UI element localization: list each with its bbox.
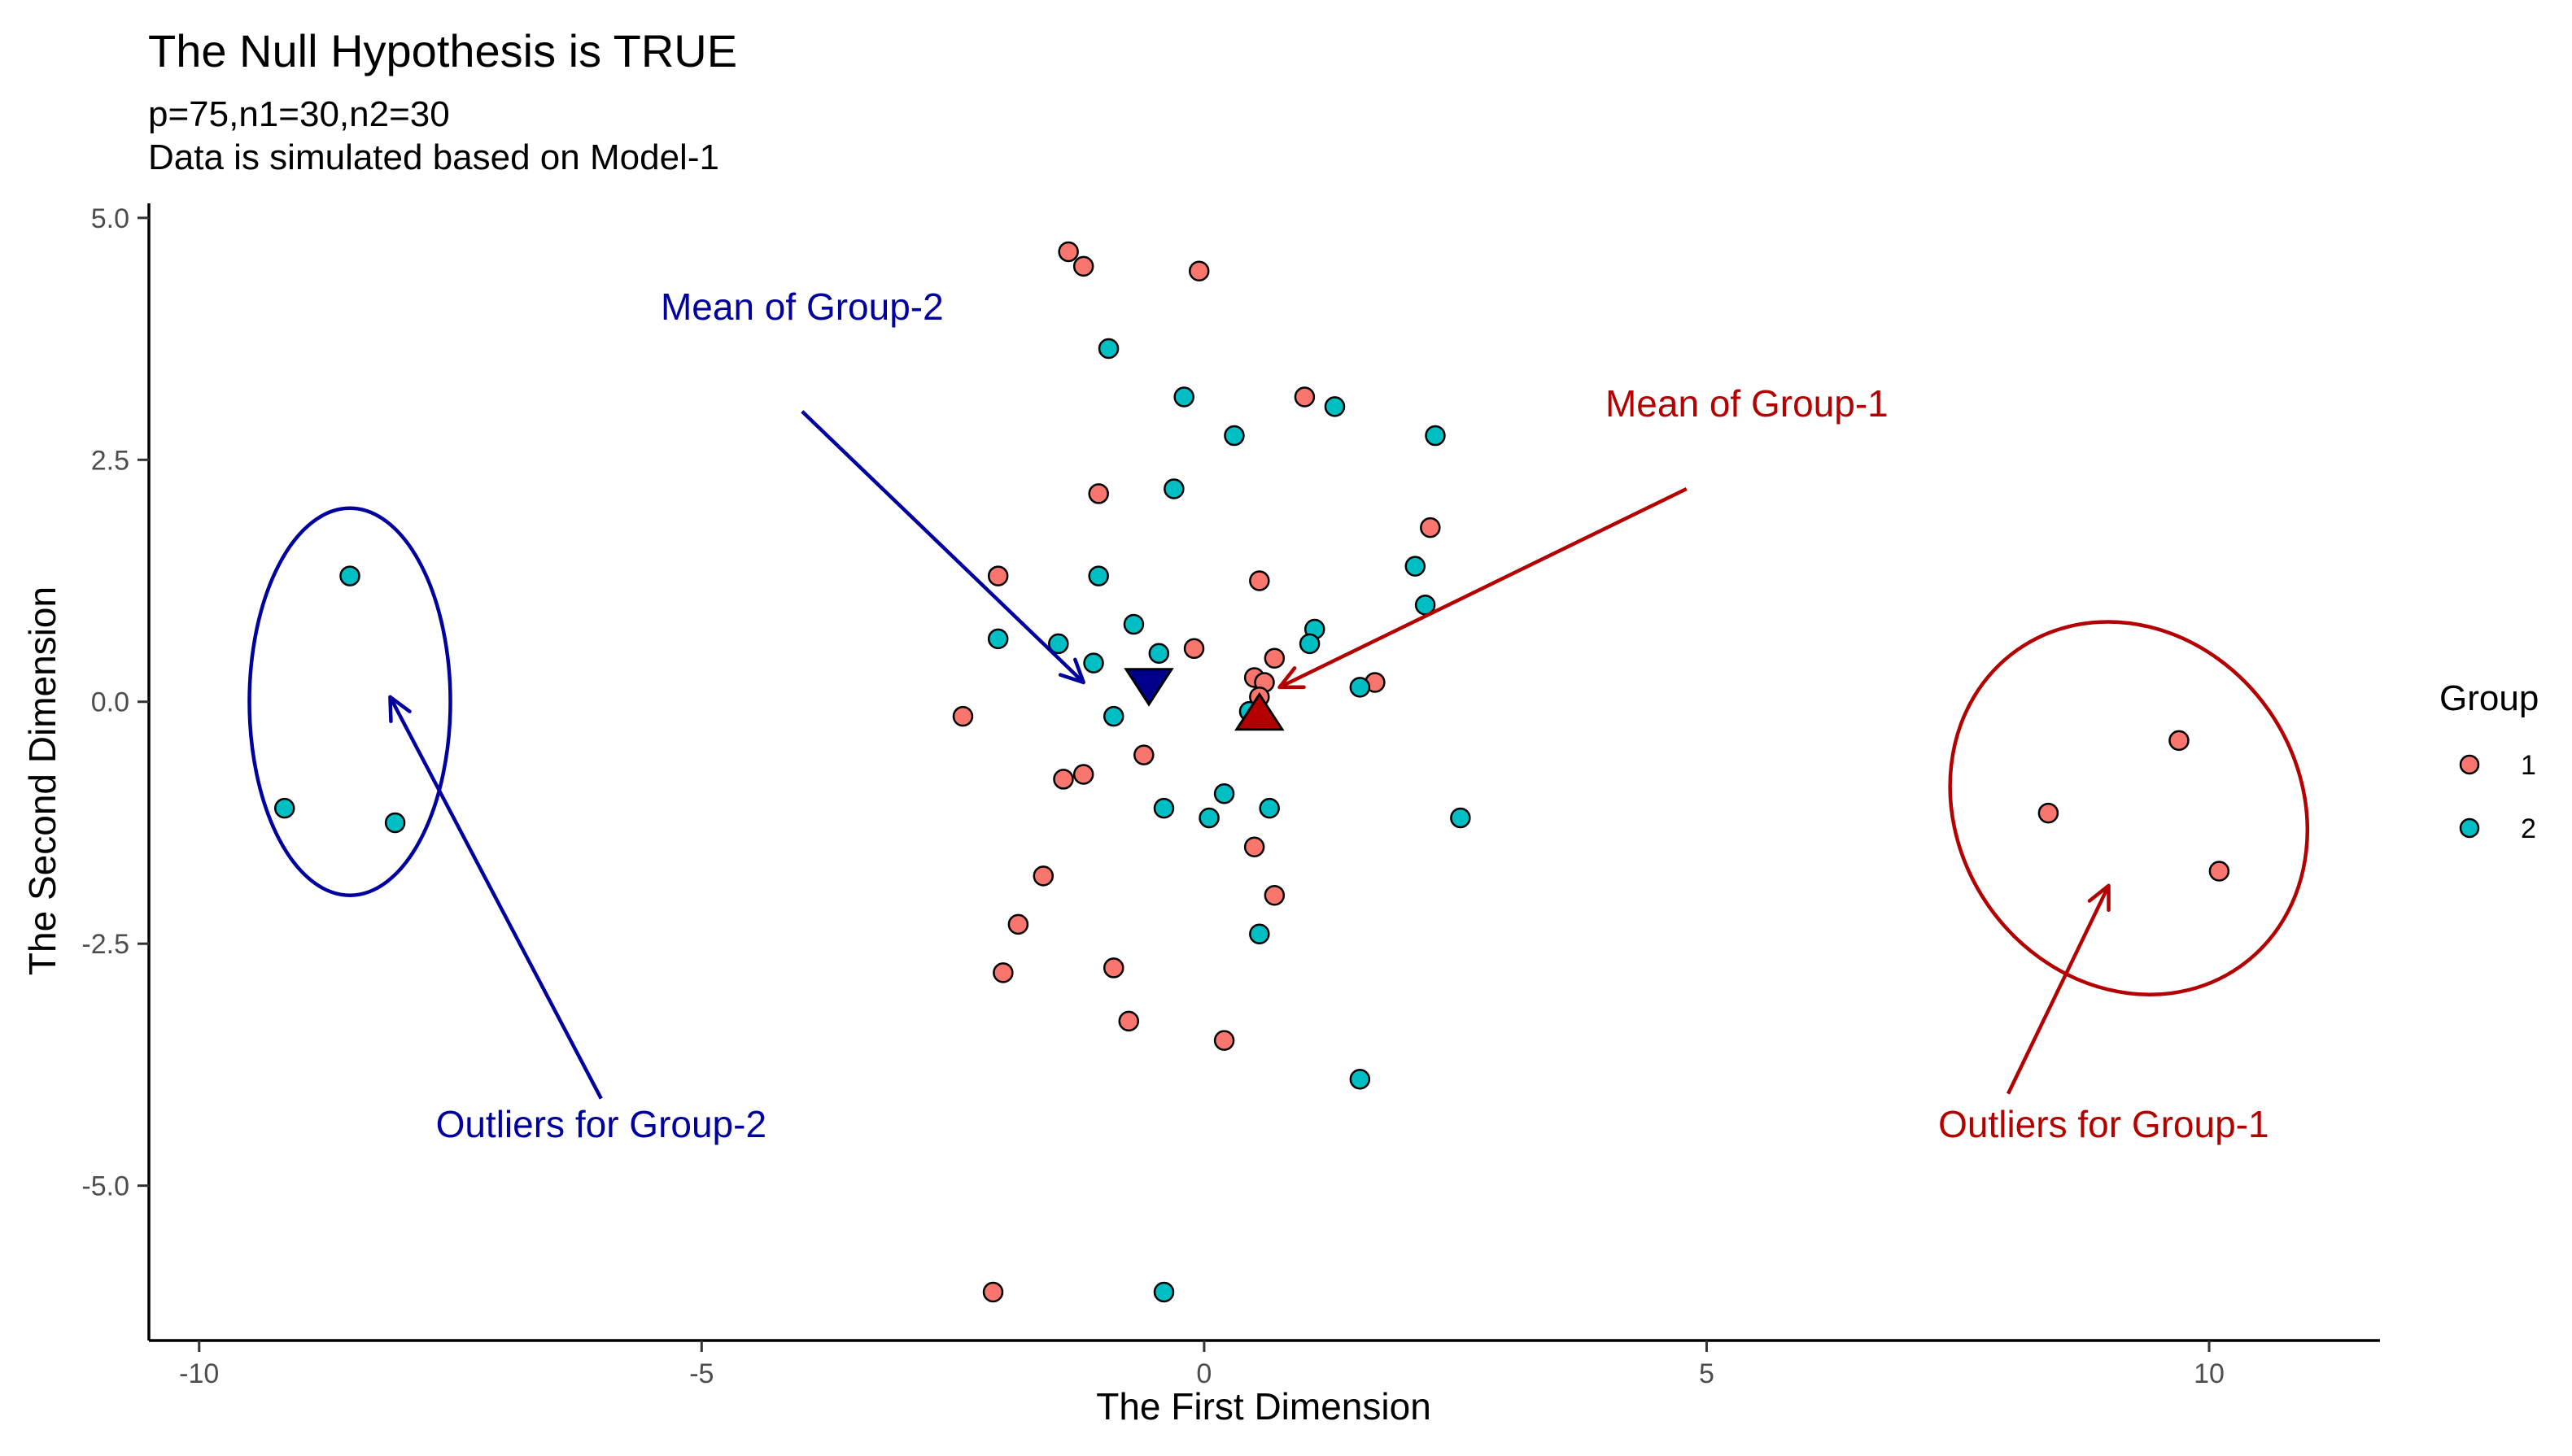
annotation-arrowhead-4: [2087, 883, 2111, 913]
data-point-group-1: [1118, 1010, 1140, 1032]
mean-marker-group-2: [1124, 668, 1174, 707]
data-point-group-1: [1264, 884, 1286, 906]
data-point-group-2: [1153, 797, 1175, 819]
annotation-arrowhead-3: [388, 695, 412, 724]
y-tick-label: 5.0: [91, 203, 129, 234]
y-tick-label: -2.5: [81, 929, 129, 960]
legend-label-group-1: 1: [2521, 750, 2536, 781]
data-point-group-2: [1098, 338, 1120, 360]
legend: Group 1 2: [2439, 678, 2539, 844]
annotation-arrow-4: [2006, 884, 2111, 1095]
annotation-label-3: Outliers for Group-2: [436, 1103, 766, 1145]
chart-subtitle-line-1: p=75,n1=30,n2=30: [148, 94, 450, 134]
data-point-group-1: [993, 962, 1014, 983]
annotation-arrow-1: [801, 410, 1085, 684]
data-point-group-1: [987, 565, 1009, 586]
chart-subtitle-line-2: Data is simulated based on Model-1: [148, 137, 719, 177]
data-point-group-1: [982, 1281, 1004, 1303]
data-point-group-2: [987, 628, 1009, 650]
data-point-group-1: [1264, 647, 1286, 669]
data-point-group-2: [1048, 633, 1069, 655]
data-point-group-2: [1450, 807, 1471, 829]
legend-label-group-2: 2: [2521, 813, 2536, 844]
y-tick-label: 2.5: [91, 445, 129, 476]
data-point-group-1: [2037, 802, 2059, 824]
x-axis-title: The First Dimension: [1096, 1385, 1431, 1428]
data-point-group-2: [384, 812, 406, 834]
data-point-group-2: [1349, 677, 1371, 698]
axes: -10 -5 0 5 10 5.0 2.5 0.0 -2.5 -5.0: [81, 203, 2380, 1389]
data-point-group-1: [1088, 483, 1109, 504]
data-point-group-1: [1033, 865, 1055, 887]
x-tick-label: 10: [2194, 1358, 2225, 1389]
annotation-label-4: Outliers for Group-1: [1938, 1103, 2269, 1145]
legend-title: Group: [2439, 678, 2539, 718]
data-point-group-1: [1243, 836, 1265, 857]
data-point-group-1: [1249, 570, 1270, 591]
y-tick-label: -5.0: [81, 1171, 129, 1202]
legend-swatch-group-2: [2459, 817, 2480, 839]
data-point-group-1: [1103, 957, 1124, 979]
data-point-group-2: [1153, 1281, 1175, 1303]
data-point-group-2: [1148, 643, 1170, 665]
data-point-group-1: [2168, 730, 2190, 752]
mean-marker-group-1: [1234, 691, 1285, 731]
data-point-group-1: [1072, 764, 1094, 785]
data-point-group-2: [1324, 396, 1346, 417]
x-tick-label: -10: [179, 1358, 219, 1389]
data-point-group-2: [1083, 652, 1104, 674]
outlier-ellipse-2: [1948, 620, 2310, 996]
x-tick-label: 5: [1699, 1358, 1714, 1389]
y-axis-title: The Second Dimension: [21, 586, 63, 975]
data-point-group-1: [952, 705, 974, 727]
annotation-arrowhead-2: [1277, 666, 1306, 690]
data-point-group-2: [273, 797, 295, 819]
x-tick-label: -5: [689, 1358, 714, 1389]
data-point-group-1: [1053, 769, 1074, 790]
data-point-group-2: [1164, 478, 1185, 499]
y-tick-label: 0.0: [91, 687, 129, 718]
annotation-arrowhead-1: [1058, 657, 1085, 685]
data-point-group-2: [1088, 565, 1109, 586]
data-point-group-1: [1072, 255, 1094, 277]
annotation-label-2: Mean of Group-1: [1605, 382, 1889, 425]
x-tick-label: 0: [1196, 1358, 1212, 1389]
data-point-group-2: [1259, 797, 1280, 819]
data-point-group-2: [1404, 556, 1426, 577]
data-point-group-1: [1420, 517, 1441, 538]
data-point-group-2: [1425, 425, 1446, 447]
data-point-group-2: [1224, 425, 1245, 447]
data-point-group-1: [1183, 638, 1205, 660]
data-point-group-1: [2208, 861, 2230, 882]
data-point-group-1: [1188, 260, 1210, 282]
data-point-group-1: [1007, 913, 1029, 935]
annotation-arrow-2: [1278, 486, 1688, 689]
data-point-group-2: [1199, 807, 1220, 829]
data-point-group-2: [1103, 705, 1124, 727]
data-point-group-1: [1133, 744, 1155, 765]
data-point-group-2: [1299, 633, 1321, 655]
data-point-group-2: [1173, 386, 1194, 408]
data-point-group-2: [1349, 1069, 1371, 1090]
data-point-group-1: [1294, 386, 1316, 408]
data-point-group-1: [1213, 1030, 1235, 1051]
annotation-label-1: Mean of Group-2: [661, 286, 944, 328]
data-point-group-2: [1249, 923, 1270, 945]
legend-swatch-group-1: [2459, 754, 2480, 775]
plot-area: [273, 241, 2230, 1303]
data-point-group-2: [339, 565, 360, 586]
data-point-group-2: [1123, 613, 1145, 635]
chart-title: The Null Hypothesis is TRUE: [148, 25, 737, 76]
annotation-arrow-3: [388, 695, 603, 1100]
annotations: Mean of Group-2 Mean of Group-1 Outliers f…: [247, 286, 2310, 1145]
outlier-ellipse-1: [247, 506, 452, 897]
data-point-group-1: [1058, 241, 1079, 263]
data-point-group-2: [1213, 783, 1235, 804]
